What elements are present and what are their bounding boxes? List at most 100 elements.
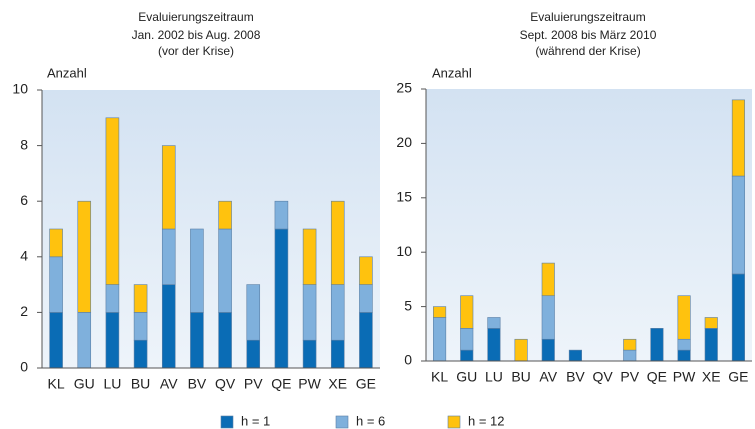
x-tick-label: GU: [74, 376, 95, 392]
x-tick-label: AV: [160, 376, 178, 392]
x-tick-label: LU: [485, 369, 503, 385]
bar-segment: [460, 328, 474, 351]
x-tick-label: KL: [48, 376, 65, 392]
bar-segment: [274, 200, 289, 230]
bar-segment: [677, 295, 691, 340]
bar-segment: [302, 284, 317, 341]
bar-segment: [731, 175, 745, 275]
chart-subtitle: Jan. 2002 bis Aug. 2008: [132, 28, 261, 42]
bar-segment: [330, 284, 345, 341]
x-tick-label: PW: [298, 376, 321, 392]
bar-segment: [161, 145, 176, 230]
x-tick-label: GU: [456, 369, 477, 385]
x-tick-label: QE: [271, 376, 291, 392]
bar-segment: [77, 200, 92, 313]
bar-segment: [190, 312, 204, 369]
bar-segment: [49, 228, 63, 258]
x-tick-label: BU: [131, 376, 150, 392]
x-tick-label: KL: [431, 369, 448, 385]
y-tick-label: 6: [20, 192, 28, 208]
y-tick-label: 15: [396, 189, 412, 205]
bar-segment: [49, 256, 63, 313]
x-tick-label: BV: [566, 369, 585, 385]
bar-segment: [359, 312, 373, 369]
x-tick-label: LU: [103, 376, 121, 392]
x-tick-label: AV: [539, 369, 557, 385]
x-tick-label: QV: [592, 369, 613, 385]
bar-segment: [460, 349, 474, 362]
bar-segment: [487, 317, 501, 329]
y-tick-label: 20: [396, 134, 412, 150]
bar-segment: [218, 312, 232, 369]
chart-subtitle: Sept. 2008 bis März 2010: [520, 28, 657, 42]
bar-segment: [704, 328, 718, 362]
bar-segment: [218, 200, 232, 230]
bar-segment: [218, 228, 232, 313]
bar-segment: [105, 312, 120, 369]
legend-label: h = 12: [468, 413, 505, 428]
chart-subtitle: (während der Krise): [535, 44, 640, 58]
x-tick-label: PW: [673, 369, 696, 385]
x-tick-label: GE: [728, 369, 748, 385]
bar-segment: [487, 328, 501, 362]
bar-segment: [161, 284, 176, 369]
bar-segment: [623, 338, 637, 351]
bar-segment: [541, 338, 555, 362]
y-tick-label: 25: [396, 80, 412, 96]
x-tick-label: PV: [244, 376, 263, 392]
y-tick-label: 2: [20, 303, 28, 319]
bar-segment: [677, 338, 691, 351]
x-tick-label: QE: [647, 369, 667, 385]
plot-area: [426, 89, 752, 361]
bar-segment: [514, 338, 528, 362]
bar-segment: [650, 328, 664, 362]
bar-segment: [133, 339, 148, 369]
bar-segment: [568, 349, 582, 362]
x-tick-label: XE: [328, 376, 347, 392]
bar-segment: [704, 317, 718, 329]
bar-segment: [246, 284, 261, 341]
bar-segment: [330, 339, 345, 369]
y-tick-label: 8: [20, 136, 28, 152]
legend-swatch: [220, 415, 234, 429]
bar-segment: [433, 306, 447, 318]
x-tick-label: QV: [215, 376, 236, 392]
bar-segment: [541, 295, 555, 340]
bar-segment: [133, 312, 148, 341]
x-tick-label: XE: [702, 369, 721, 385]
bar-segment: [623, 349, 637, 362]
bar-segment: [731, 273, 745, 362]
chart-title: Evaluierungszeitraum: [530, 10, 645, 24]
y-tick-label: 0: [404, 352, 412, 368]
bar-segment: [302, 228, 317, 285]
bar-segment: [677, 349, 691, 362]
legend-swatch: [335, 415, 349, 429]
legend-label: h = 1: [241, 413, 270, 428]
bar-segment: [460, 295, 474, 329]
y-tick-label: 5: [404, 297, 412, 313]
chart-title: Evaluierungszeitraum: [138, 10, 253, 24]
bar-segment: [731, 99, 745, 177]
bar-segment: [246, 339, 261, 369]
legend-swatch: [447, 415, 461, 429]
x-tick-label: GE: [356, 376, 376, 392]
y-tick-label: 10: [396, 243, 412, 259]
bar-segment: [359, 256, 373, 285]
bar-segment: [359, 284, 373, 313]
legend-label: h = 6: [356, 413, 385, 428]
bar-segment: [133, 284, 148, 313]
bar-segment: [161, 228, 176, 285]
chart-subtitle: (vor der Krise): [158, 44, 234, 58]
x-tick-label: BU: [511, 369, 530, 385]
y-tick-label: 4: [20, 248, 28, 264]
bar-segment: [302, 339, 317, 369]
y-axis-label: Anzahl: [47, 65, 87, 80]
y-axis-label: Anzahl: [432, 65, 472, 80]
x-tick-label: PV: [620, 369, 639, 385]
bar-segment: [105, 284, 120, 313]
bar-segment: [105, 117, 120, 285]
y-tick-label: 10: [12, 81, 28, 97]
plot-area: [42, 90, 380, 368]
bar-segment: [190, 228, 204, 313]
